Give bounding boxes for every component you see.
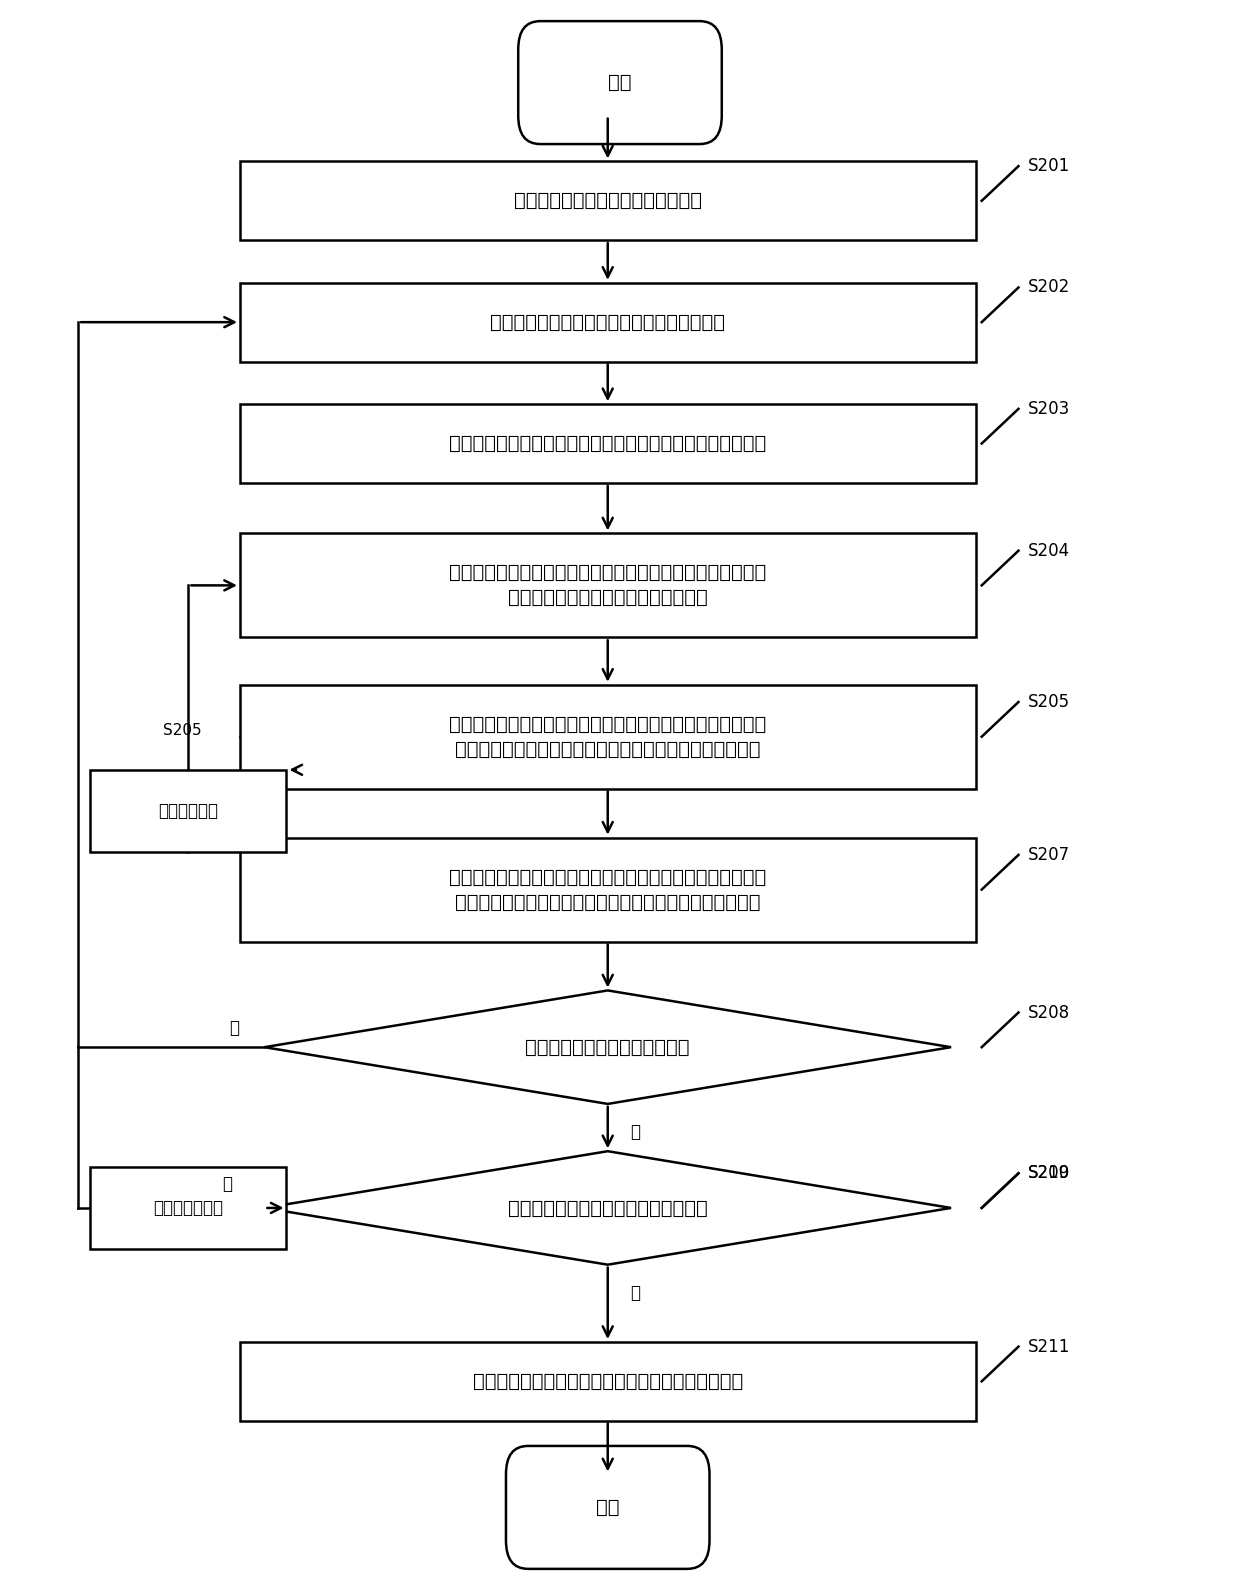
Text: S202: S202 — [1028, 278, 1070, 296]
Text: S201: S201 — [1028, 157, 1070, 175]
Text: S203: S203 — [1028, 399, 1070, 418]
Bar — [91, 1167, 286, 1248]
Text: S205: S205 — [1028, 693, 1070, 711]
Text: 判断迭代次数是否达到预设的次数阀値: 判断迭代次数是否达到预设的次数阀値 — [508, 1199, 708, 1218]
Text: S205: S205 — [162, 723, 202, 738]
Text: 开始: 开始 — [609, 73, 631, 92]
Text: 否: 否 — [223, 1175, 233, 1194]
Text: S209: S209 — [1028, 1164, 1070, 1183]
Text: 是: 是 — [630, 1285, 640, 1302]
Text: S210: S210 — [1028, 1164, 1070, 1183]
Text: 输出此时的策略表，作为当前调度任务对应的策略表: 输出此时的策略表，作为当前调度任务对应的策略表 — [472, 1372, 743, 1391]
Polygon shape — [264, 1151, 951, 1264]
Text: 基于从所述奖励値表中查询得到的当前动作对应的奖赏评估値
，对所述策略表中当前状态下选择当前动作的概率进行更新: 基于从所述奖励値表中查询得到的当前动作对应的奖赏评估値 ，对所述策略表中当前状态… — [449, 714, 766, 758]
FancyBboxPatch shape — [518, 21, 722, 145]
Polygon shape — [264, 991, 951, 1103]
Bar — [239, 685, 976, 789]
Text: S204: S204 — [1028, 542, 1070, 560]
Text: 是: 是 — [630, 1123, 640, 1142]
Text: S211: S211 — [1028, 1337, 1070, 1356]
Text: 否: 否 — [228, 1019, 239, 1037]
Text: S207: S207 — [1028, 846, 1070, 863]
Text: 基于前一状态下所选择的动作和所述奖励値表，从对应的任务
组合中选取当前状态下对应的当前动作: 基于前一状态下所选择的动作和所述奖励値表，从对应的任务 组合中选取当前状态下对应… — [449, 563, 766, 607]
Bar — [239, 162, 976, 240]
Bar — [239, 838, 976, 941]
Bar — [239, 533, 976, 638]
Text: 结束: 结束 — [596, 1498, 620, 1517]
Bar — [239, 283, 976, 361]
Text: 基于从所述奖励値表中查询得到的当前动作对应的奖赏评估値
，对所述策略表中当前状态下选择当前动作的概率进行更新: 基于从所述奖励値表中查询得到的当前动作对应的奖赏评估値 ，对所述策略表中当前状态… — [449, 868, 766, 911]
Bar — [91, 770, 286, 852]
Text: 执行下一次迭代: 执行下一次迭代 — [154, 1199, 223, 1216]
Bar — [239, 404, 976, 483]
Text: 进入下一状态: 进入下一状态 — [159, 801, 218, 820]
Text: 初始化当前调度任务对应的奖励値表: 初始化当前调度任务对应的奖励値表 — [513, 191, 702, 210]
Text: 初始化当前调度任务对应的状态空间和策略表: 初始化当前调度任务对应的状态空间和策略表 — [490, 313, 725, 332]
Text: 按照顺序对预设的多种状态进行遍历，获取遍历至的当前状态: 按照顺序对预设的多种状态进行遍历，获取遍历至的当前状态 — [449, 434, 766, 453]
Bar — [239, 1342, 976, 1421]
Text: S208: S208 — [1028, 1003, 1070, 1021]
Text: 判断当前调度任务是否调度完成: 判断当前调度任务是否调度完成 — [526, 1038, 689, 1057]
FancyBboxPatch shape — [506, 1445, 709, 1569]
